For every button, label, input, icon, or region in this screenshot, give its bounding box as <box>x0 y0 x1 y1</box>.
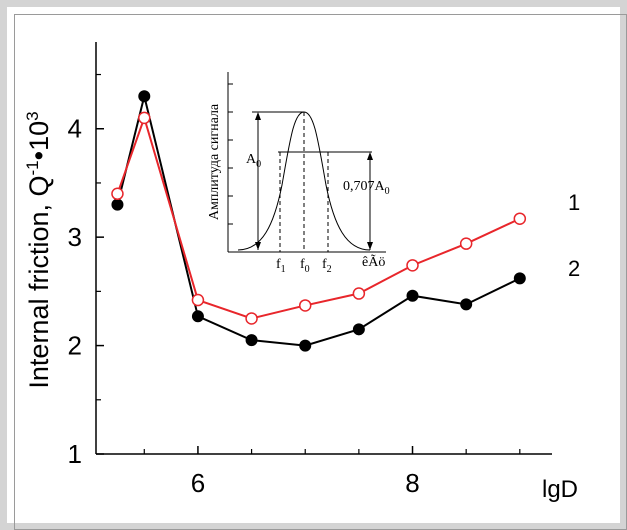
y-tick-label: 4 <box>68 114 82 144</box>
inset-y-ticks <box>228 83 233 225</box>
inset-0707-label: 0,707A0 <box>343 179 390 197</box>
series-1-point <box>245 312 258 325</box>
series-2-point <box>245 334 258 347</box>
series-1-point <box>298 299 312 312</box>
series-1-label: 1 <box>568 190 580 215</box>
series-2-point <box>460 298 473 311</box>
y-axis-label: Internal friction, Q-1•103 <box>23 111 54 388</box>
series-2-point <box>138 90 151 103</box>
inset-a0-label: A0 <box>246 152 261 170</box>
series-1-point <box>459 237 473 250</box>
inset-x-label: êÃö <box>362 254 385 270</box>
main-axes: 1 2 3 4 6 8 <box>68 42 552 498</box>
inset-f2-label: f2 <box>322 257 332 275</box>
series-2-point <box>111 198 124 211</box>
series-2-line <box>116 95 521 347</box>
inset-f1-label: f1 <box>276 257 286 275</box>
series-2-label: 2 <box>568 256 580 281</box>
axis-ticks: 1 2 3 4 6 8 <box>68 73 521 498</box>
series-2-point <box>299 339 312 352</box>
inset-y-label: Амплитуда сигнала <box>207 103 222 220</box>
y-tick-label: 2 <box>68 331 82 361</box>
y-tick-label: 1 <box>68 439 82 469</box>
inset-0707-arrowhead-up <box>367 152 373 160</box>
series-1-point <box>191 293 205 307</box>
inset-diagram: Амплитуда сигнала A0 0,707A0 f1 f0 f2 êÃ… <box>207 72 390 275</box>
series-1-point <box>111 187 124 201</box>
series-layer <box>111 90 527 352</box>
y-tick-label: 3 <box>68 222 82 252</box>
inset-a0-arrowhead-up <box>255 112 261 120</box>
inset-0707-arrowhead-down <box>367 242 373 250</box>
series-1-point <box>513 212 527 225</box>
series-2-point <box>191 310 204 323</box>
x-tick-label: 6 <box>191 468 205 498</box>
inset-f0-label: f0 <box>300 257 310 275</box>
x-axis-label: lgD <box>542 476 578 503</box>
series-1-point <box>352 287 366 300</box>
series-1-line <box>116 114 521 320</box>
x-tick-label: 8 <box>405 468 419 498</box>
series-2-point <box>513 272 526 285</box>
inset-a0-arrowhead-down <box>255 242 261 250</box>
series-1-point <box>406 259 419 272</box>
series-1-point <box>138 111 151 125</box>
series-2-point <box>352 323 365 336</box>
series-2-point <box>406 289 419 302</box>
